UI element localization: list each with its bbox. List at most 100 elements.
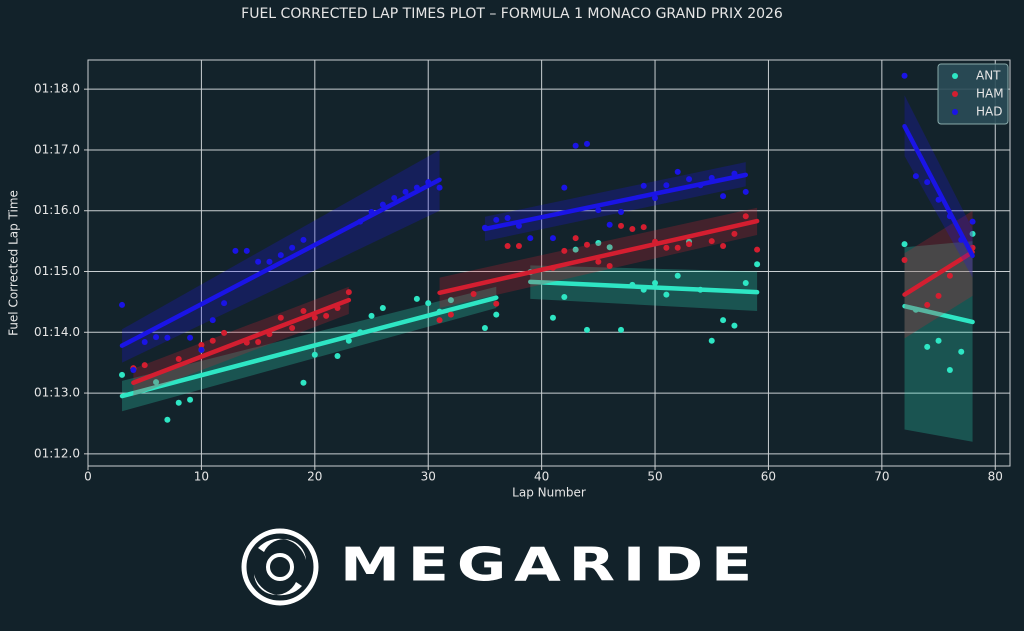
data-point — [119, 371, 126, 378]
data-point — [549, 235, 556, 242]
data-point — [447, 311, 454, 318]
data-point — [311, 314, 318, 321]
data-point — [549, 314, 556, 321]
data-point — [334, 352, 341, 359]
y-tick-label: 01:16.0 — [34, 203, 80, 217]
data-point — [436, 317, 443, 324]
data-point — [289, 325, 296, 332]
data-point — [504, 242, 511, 249]
data-point — [583, 140, 590, 147]
x-tick-label: 50 — [647, 470, 662, 484]
trend-line — [902, 249, 975, 297]
data-point — [742, 213, 749, 220]
x-tick-label: 0 — [84, 470, 92, 484]
data-point — [515, 242, 522, 249]
data-point — [606, 221, 613, 228]
trend-line — [902, 303, 975, 325]
data-point — [720, 193, 727, 200]
legend: ANT HAM HAD — [937, 63, 1009, 125]
legend-label: ANT — [976, 69, 1001, 83]
trend-line — [131, 297, 352, 385]
data-point — [652, 280, 659, 287]
legend-label: HAD — [976, 105, 1002, 119]
trend-line — [119, 295, 499, 399]
data-point — [119, 301, 126, 308]
trend-line — [528, 279, 760, 295]
y-tick-label: 01:15.0 — [34, 264, 80, 278]
trend-line — [902, 123, 975, 258]
data-point — [652, 194, 659, 201]
data-point — [958, 348, 965, 355]
data-point — [742, 188, 749, 195]
data-point — [379, 304, 386, 311]
data-point — [323, 312, 330, 319]
data-point — [606, 263, 613, 270]
data-point — [493, 311, 500, 318]
data-point — [413, 295, 420, 302]
data-point — [640, 182, 647, 189]
data-point — [300, 379, 307, 386]
data-point — [606, 244, 613, 251]
x-tick-label: 40 — [534, 470, 549, 484]
data-point — [731, 230, 738, 237]
data-point — [425, 300, 432, 307]
data-point — [901, 72, 908, 79]
x-axis-label: Lap Number — [512, 486, 586, 500]
data-point — [300, 236, 307, 243]
data-point — [935, 337, 942, 344]
data-point — [481, 325, 488, 332]
data-point — [731, 322, 738, 329]
data-point — [618, 208, 625, 215]
data-point — [266, 258, 273, 265]
y-tick-label: 01:18.0 — [34, 82, 80, 96]
plot-background — [88, 60, 1010, 466]
data-point — [243, 247, 250, 254]
data-point — [561, 247, 568, 254]
data-point — [493, 216, 500, 223]
data-point — [187, 334, 194, 341]
data-point — [164, 416, 171, 423]
data-point — [742, 280, 749, 287]
data-point — [754, 261, 761, 268]
data-point — [572, 235, 579, 242]
logo-ring — [241, 528, 319, 606]
data-point — [130, 366, 137, 373]
legend-label: HAM — [976, 87, 1004, 101]
y-tick-label: 01:14.0 — [34, 325, 80, 339]
data-point — [209, 337, 216, 344]
data-point — [946, 272, 953, 279]
data-point — [198, 346, 205, 353]
data-point — [720, 317, 727, 324]
data-point — [164, 334, 171, 341]
data-point — [583, 241, 590, 248]
data-point — [686, 241, 693, 248]
data-point — [300, 308, 307, 315]
data-point — [572, 246, 579, 253]
plot-frame — [87, 59, 1011, 467]
data-point — [969, 218, 976, 225]
data-point — [969, 230, 976, 237]
legend-marker — [952, 73, 958, 79]
data-point — [255, 339, 262, 346]
data-point — [153, 379, 160, 386]
data-point — [935, 292, 942, 299]
x-tick-label: 10 — [194, 470, 209, 484]
data-point — [674, 244, 681, 251]
data-point — [663, 291, 670, 298]
data-point — [198, 342, 205, 349]
data-point — [674, 272, 681, 279]
x-tick-label: 20 — [307, 470, 322, 484]
data-point — [311, 351, 318, 358]
data-point — [289, 244, 296, 251]
trend-line — [437, 218, 760, 296]
data-point — [901, 256, 908, 263]
data-point — [153, 334, 160, 341]
data-point — [277, 314, 284, 321]
data-point — [618, 326, 625, 333]
x-tick-label: 70 — [874, 470, 889, 484]
logo: MEGARIDE — [241, 528, 754, 606]
data-point — [708, 337, 715, 344]
data-point — [720, 242, 727, 249]
data-point — [232, 247, 239, 254]
